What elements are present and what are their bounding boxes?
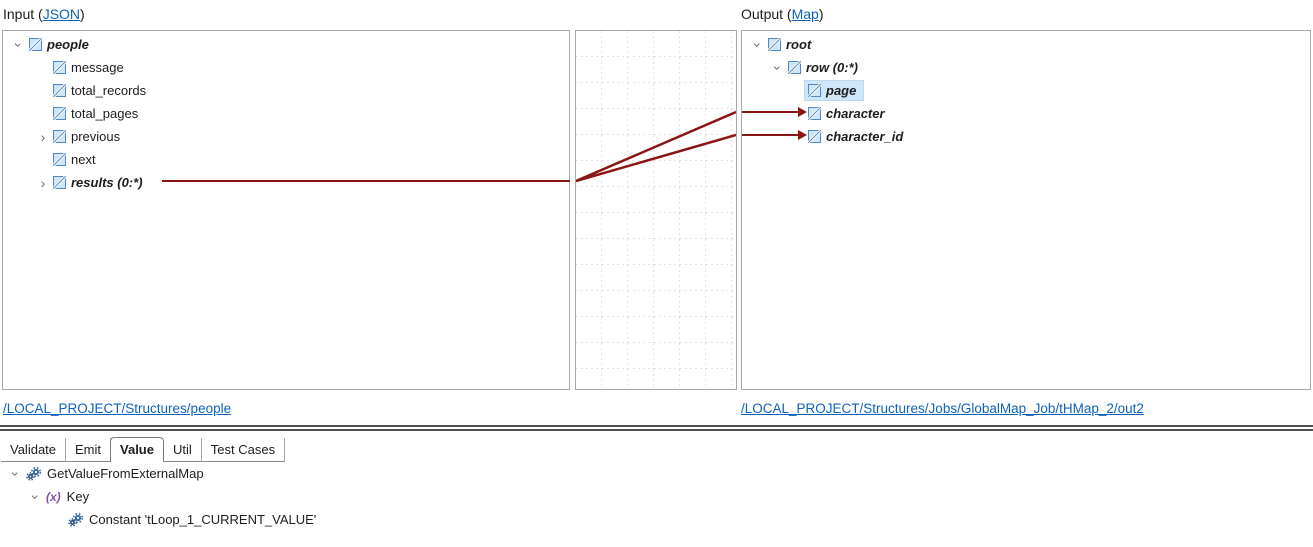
mapping-arrowhead-character xyxy=(798,107,807,117)
output-tree-panel: › root › row (0:*) › page › character xyxy=(741,30,1311,390)
output-map-link[interactable]: Map xyxy=(791,6,819,22)
selected-node-highlight: page xyxy=(804,80,865,101)
tree-node-label: character_id xyxy=(826,129,904,144)
element-icon xyxy=(53,61,66,74)
mapping-canvas[interactable] xyxy=(575,30,737,390)
mapping-line-results-character xyxy=(575,110,737,183)
horizontal-splitter[interactable] xyxy=(0,425,1313,431)
output-structure-path-link[interactable]: /LOCAL_PROJECT/Structures/Jobs/GlobalMap… xyxy=(741,401,1144,416)
mapping-arrowhead-character-id xyxy=(798,130,807,140)
tab-test-cases[interactable]: Test Cases xyxy=(201,438,286,462)
chevron-collapsed-icon[interactable]: › xyxy=(40,174,46,191)
value-tree-node-constant[interactable]: Constant 'tLoop_1_CURRENT_VALUE' xyxy=(2,508,1002,531)
element-icon xyxy=(29,38,42,51)
input-tree: › people › message › total_records › tot… xyxy=(3,31,569,194)
tree-node-label: character xyxy=(826,106,885,121)
tab-validate[interactable]: Validate xyxy=(1,438,67,462)
tree-node-label: total_pages xyxy=(71,106,139,121)
tree-node-label: root xyxy=(786,37,812,52)
output-title-suffix: ) xyxy=(818,6,824,22)
element-icon xyxy=(808,107,821,120)
fx-icon: (x) xyxy=(46,489,61,504)
input-json-link[interactable]: JSON xyxy=(42,6,81,22)
tree-node-people[interactable]: › people xyxy=(3,33,569,56)
input-title-suffix: ) xyxy=(80,6,85,22)
chevron-expanded-icon[interactable]: › xyxy=(28,494,44,499)
tab-emit[interactable]: Emit xyxy=(66,438,112,462)
value-node-label: GetValueFromExternalMap xyxy=(47,466,204,481)
chevron-expanded-icon[interactable]: › xyxy=(750,42,766,47)
element-icon xyxy=(53,153,66,166)
tree-node-total-records[interactable]: › total_records xyxy=(3,79,569,102)
tree-node-total-pages[interactable]: › total_pages xyxy=(3,102,569,125)
tree-node-character[interactable]: › character xyxy=(742,102,1310,125)
mapping-line-results xyxy=(162,180,570,182)
bottom-tabbar: Validate Emit Value Util Test Cases xyxy=(1,437,286,462)
mapping-grid xyxy=(575,31,737,389)
tree-node-root[interactable]: › root xyxy=(742,33,1310,56)
chevron-expanded-icon[interactable]: › xyxy=(11,42,27,47)
output-title-prefix: Output ( xyxy=(741,6,792,22)
tree-node-previous[interactable]: › previous xyxy=(3,125,569,148)
chevron-collapsed-icon[interactable]: › xyxy=(40,128,46,145)
input-title-prefix: Input ( xyxy=(3,6,43,22)
element-icon xyxy=(53,107,66,120)
tree-node-label: results (0:*) xyxy=(71,175,143,190)
value-tree-node-key[interactable]: › (x) Key xyxy=(2,485,1002,508)
chevron-expanded-icon[interactable]: › xyxy=(8,471,24,476)
tab-value[interactable]: Value xyxy=(110,437,164,462)
element-icon xyxy=(768,38,781,51)
input-structure-path-link[interactable]: /LOCAL_PROJECT/Structures/people xyxy=(3,401,232,416)
mapping-line-results-character-id xyxy=(575,133,737,183)
tree-node-results[interactable]: › results (0:*) xyxy=(3,171,569,194)
tree-node-label: row (0:*) xyxy=(806,60,858,75)
element-icon xyxy=(53,130,66,143)
element-icon xyxy=(808,84,821,97)
tree-node-page[interactable]: › page xyxy=(742,79,1310,102)
value-node-label: Key xyxy=(66,489,90,504)
output-tree: › root › row (0:*) › page › character xyxy=(742,31,1310,148)
tree-node-label: page xyxy=(826,83,857,98)
value-node-label: Constant 'tLoop_1_CURRENT_VALUE' xyxy=(89,512,317,527)
tree-node-row[interactable]: › row (0:*) xyxy=(742,56,1310,79)
tree-node-next[interactable]: › next xyxy=(3,148,569,171)
tree-node-label: people xyxy=(47,37,89,52)
chevron-expanded-icon[interactable]: › xyxy=(770,65,786,70)
mapping-arrow-character xyxy=(742,111,799,113)
input-panel-title: Input (JSON) xyxy=(3,6,85,22)
gears-icon xyxy=(26,466,42,481)
output-panel-title: Output (Map) xyxy=(741,6,824,22)
element-icon xyxy=(53,176,66,189)
element-icon xyxy=(808,130,821,143)
value-tree-node-getvaluefromexternalmap[interactable]: › GetValueFromExternalMap xyxy=(2,462,1002,485)
tree-node-label: previous xyxy=(71,129,121,144)
tree-node-character-id[interactable]: › character_id xyxy=(742,125,1310,148)
mapping-arrow-character-id xyxy=(742,134,799,136)
gears-icon xyxy=(68,512,84,527)
element-icon xyxy=(53,84,66,97)
element-icon xyxy=(788,61,801,74)
tree-node-label: next xyxy=(71,152,96,167)
tree-node-label: message xyxy=(71,60,124,75)
value-tree: › GetValueFromExternalMap › (x) Key Cons… xyxy=(2,462,1002,531)
tree-node-label: total_records xyxy=(71,83,147,98)
tab-util[interactable]: Util xyxy=(163,438,202,462)
input-tree-panel: › people › message › total_records › tot… xyxy=(2,30,570,390)
tree-node-message[interactable]: › message xyxy=(3,56,569,79)
